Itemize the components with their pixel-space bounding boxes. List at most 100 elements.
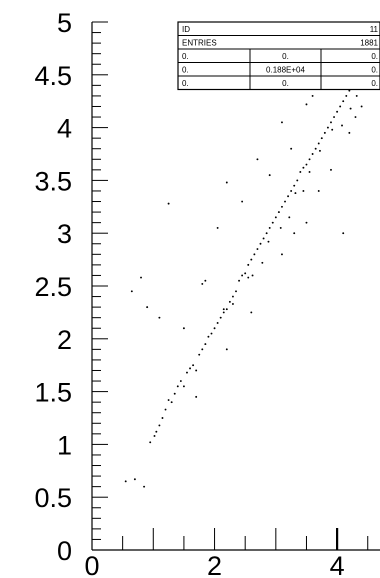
data-point: [284, 200, 286, 203]
data-point: [318, 149, 321, 152]
data-point: [308, 171, 311, 173]
data-point: [281, 121, 283, 124]
x-tick-label: 4: [330, 551, 345, 578]
y-tick-label: 0.5: [34, 483, 72, 513]
data-point: [222, 311, 225, 314]
y-tick-label: 5: [57, 8, 72, 38]
data-point: [317, 142, 320, 145]
data-point: [293, 184, 296, 187]
data-point: [130, 290, 133, 293]
data-point: [268, 174, 271, 177]
data-point: [287, 195, 290, 198]
y-tick-label: 4.5: [34, 61, 72, 91]
data-point: [296, 179, 299, 182]
data-point: [247, 263, 250, 266]
data-point: [259, 242, 262, 245]
data-point: [186, 371, 188, 374]
data-point: [311, 94, 314, 97]
data-point: [360, 105, 363, 108]
data-point: [302, 166, 305, 169]
data-point: [207, 335, 210, 338]
data-point: [355, 94, 358, 97]
data-point: [251, 274, 254, 277]
data-point: [305, 221, 308, 224]
data-points: [124, 52, 369, 488]
data-point: [225, 348, 228, 351]
data-point: [140, 276, 142, 279]
y-tick-label: 3: [57, 219, 72, 249]
data-point: [231, 303, 234, 305]
stats-label: ENTRIES: [182, 39, 217, 48]
data-point: [330, 168, 332, 171]
data-point: [279, 226, 282, 229]
data-point: [231, 295, 234, 298]
data-point: [348, 131, 351, 134]
y-tick-label: 2: [57, 325, 72, 355]
data-point: [342, 100, 345, 103]
data-point: [198, 353, 201, 356]
data-point: [314, 147, 317, 150]
data-point: [173, 392, 176, 395]
data-point: [250, 311, 253, 314]
data-point: [158, 316, 161, 319]
x-axis: 0 2 4: [84, 528, 369, 578]
data-point: [201, 348, 204, 351]
data-point: [146, 306, 149, 309]
data-point: [161, 417, 164, 419]
data-point: [222, 308, 225, 311]
stats-cell: 0.: [371, 66, 378, 75]
data-point: [256, 248, 259, 250]
data-point: [235, 290, 237, 293]
data-point: [195, 395, 198, 398]
data-point: [305, 163, 308, 166]
data-point: [124, 480, 127, 483]
data-point: [265, 232, 268, 235]
stats-box: ID 11 ENTRIES 1881 0. 0. 0. 0. 0.188E+04 0. 0. 0. 0.: [177, 21, 380, 91]
data-point: [244, 272, 247, 275]
stats-box-frame: [177, 21, 380, 91]
data-point: [271, 221, 274, 224]
data-point: [158, 424, 161, 427]
data-point: [293, 232, 296, 235]
y-tick-label: 4: [57, 114, 72, 144]
axes: [91, 22, 380, 551]
data-point: [262, 237, 265, 240]
data-point: [179, 380, 182, 382]
data-point: [133, 478, 136, 481]
stats-value: 11: [370, 25, 379, 34]
data-point: [170, 401, 173, 404]
data-point: [167, 399, 170, 401]
data-point: [176, 385, 179, 388]
data-point: [155, 430, 158, 433]
data-point: [290, 147, 293, 150]
x-tick-label: 2: [207, 551, 222, 578]
data-point: [354, 116, 357, 118]
y-tick-label: 0: [57, 536, 72, 566]
stats-cell: 0.: [182, 79, 189, 88]
data-point: [216, 226, 219, 229]
data-point: [219, 316, 222, 319]
data-point: [167, 202, 170, 205]
data-point: [342, 232, 345, 235]
data-point: [143, 485, 146, 488]
data-point: [241, 200, 244, 203]
data-point: [302, 190, 305, 192]
data-point: [317, 190, 320, 192]
y-tick-label: 1.5: [34, 378, 72, 408]
data-point: [216, 322, 219, 324]
data-point: [201, 282, 204, 285]
stats-cell: 0.: [282, 79, 289, 88]
y-tick-label: 2.5: [34, 272, 72, 302]
data-point: [250, 258, 253, 261]
data-point: [281, 253, 283, 256]
data-point: [238, 279, 241, 282]
y-axis: 0 0.5 1 1.5 2 2.5 3 3.5 4 4.5 5: [34, 8, 108, 566]
data-point: [213, 327, 216, 330]
data-point: [149, 441, 152, 444]
data-point: [274, 216, 277, 219]
data-point: [331, 128, 334, 131]
data-point: [308, 158, 311, 161]
data-point: [241, 274, 244, 277]
data-point: [277, 211, 280, 214]
